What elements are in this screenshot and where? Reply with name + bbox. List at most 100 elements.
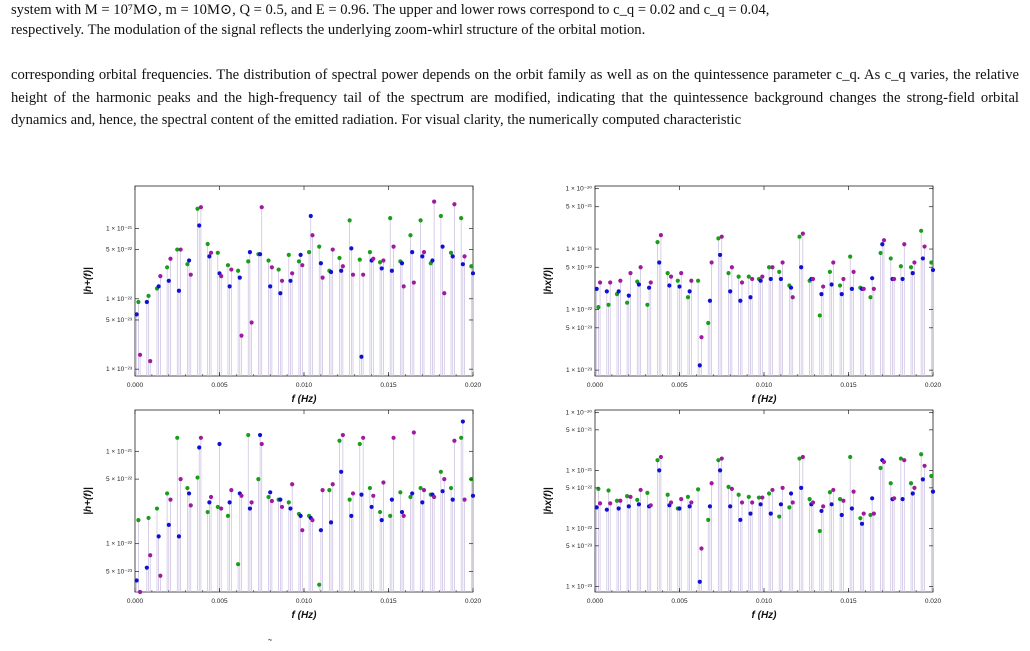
data-point bbox=[871, 511, 876, 516]
y-tick-label: 5 × 10⁻²² bbox=[566, 264, 593, 271]
data-point bbox=[922, 463, 927, 468]
data-point bbox=[827, 490, 833, 495]
data-point bbox=[195, 206, 200, 211]
data-point bbox=[381, 258, 386, 263]
data-point bbox=[208, 494, 214, 500]
data-point bbox=[215, 250, 220, 255]
data-point bbox=[176, 288, 182, 293]
data-point bbox=[841, 498, 846, 503]
y-tick-label: 5 × 10⁻²¹ bbox=[566, 204, 593, 211]
data-point bbox=[188, 503, 193, 508]
plot-bottom-left: 0.000 0.005 0.010 0.015 0.020 1 × 10⁻²¹ 5 × 10… bbox=[80, 406, 498, 630]
data-point bbox=[158, 273, 163, 279]
data-point bbox=[819, 292, 824, 297]
spectrum-chart-bottom-left: 0.000 0.005 0.010 0.015 0.020 1 × 10⁻²¹ 5 × 10… bbox=[83, 409, 482, 621]
y-axis-label: |hx(f)| bbox=[543, 267, 554, 294]
data-point bbox=[300, 528, 305, 533]
data-point bbox=[379, 266, 384, 271]
data-point bbox=[249, 500, 254, 505]
data-point bbox=[902, 458, 907, 463]
data-point bbox=[655, 240, 660, 245]
data-point bbox=[788, 285, 794, 290]
data-point bbox=[148, 553, 153, 558]
data-point bbox=[738, 298, 743, 303]
data-point bbox=[165, 265, 170, 270]
data-point bbox=[594, 505, 599, 510]
x-tick-label: 0.000 bbox=[127, 598, 144, 605]
data-point bbox=[421, 250, 427, 255]
data-point bbox=[606, 302, 611, 307]
data-point bbox=[381, 480, 386, 485]
data-point bbox=[800, 454, 805, 460]
data-point bbox=[821, 284, 826, 289]
data-point bbox=[810, 500, 816, 505]
data-point bbox=[739, 280, 745, 285]
x-tick-label: 0.015 bbox=[840, 382, 857, 389]
data-point bbox=[359, 492, 364, 497]
data-point bbox=[350, 272, 356, 277]
data-point bbox=[797, 234, 802, 239]
data-point bbox=[146, 515, 151, 521]
data-point bbox=[819, 508, 824, 514]
data-point bbox=[687, 504, 692, 509]
y-tick-label: 1 × 10⁻²² bbox=[106, 541, 133, 548]
data-point bbox=[438, 213, 443, 219]
data-point bbox=[839, 292, 844, 297]
data-point bbox=[892, 276, 897, 282]
data-point bbox=[237, 275, 242, 280]
data-point bbox=[616, 289, 621, 294]
data-point bbox=[748, 511, 753, 516]
y-tick-label: 5 × 10⁻²² bbox=[106, 476, 133, 483]
data-point bbox=[219, 506, 224, 511]
data-point bbox=[736, 492, 741, 497]
data-point bbox=[658, 454, 664, 460]
y-tick-label: 1 × 10⁻²¹ bbox=[106, 448, 133, 455]
data-point bbox=[391, 244, 396, 249]
data-point bbox=[207, 500, 212, 505]
data-point bbox=[871, 286, 876, 291]
data-point bbox=[225, 263, 231, 268]
data-point bbox=[719, 234, 724, 239]
data-point bbox=[296, 259, 302, 264]
data-point bbox=[900, 496, 905, 502]
data-point bbox=[604, 507, 609, 512]
data-point bbox=[780, 485, 785, 490]
x-tick-label: 0.020 bbox=[925, 382, 942, 389]
data-point bbox=[646, 285, 652, 290]
data-point bbox=[420, 500, 425, 505]
data-point bbox=[625, 494, 630, 499]
y-axis-label: |hx(f)| bbox=[543, 487, 554, 514]
data-point bbox=[788, 491, 794, 496]
data-point bbox=[648, 280, 653, 285]
data-point bbox=[452, 438, 457, 443]
data-point bbox=[154, 506, 160, 511]
data-point bbox=[306, 250, 312, 255]
x-tick-label: 0.020 bbox=[465, 382, 482, 389]
data-point bbox=[689, 278, 694, 283]
data-point bbox=[596, 486, 601, 491]
data-point bbox=[298, 513, 303, 518]
data-point bbox=[229, 267, 234, 272]
data-point bbox=[657, 260, 662, 265]
data-point bbox=[317, 244, 322, 249]
data-point bbox=[339, 469, 344, 474]
x-tick-label: 0.005 bbox=[671, 382, 688, 389]
data-point bbox=[697, 579, 702, 584]
data-point bbox=[448, 250, 454, 255]
data-point bbox=[665, 271, 670, 276]
data-point bbox=[628, 271, 633, 276]
data-point bbox=[411, 280, 416, 285]
data-point bbox=[450, 497, 455, 502]
y-tick-label: 5 × 10⁻²² bbox=[106, 247, 133, 254]
x-tick-label: 0.000 bbox=[127, 382, 144, 389]
data-point bbox=[920, 256, 925, 261]
data-point bbox=[359, 354, 364, 359]
data-point bbox=[608, 280, 613, 285]
x-tick-label: 0.005 bbox=[211, 382, 228, 389]
data-point bbox=[330, 247, 335, 252]
data-point bbox=[440, 244, 445, 249]
data-point bbox=[310, 518, 315, 523]
data-point bbox=[411, 430, 416, 435]
data-point bbox=[817, 313, 822, 318]
data-point bbox=[328, 269, 334, 275]
